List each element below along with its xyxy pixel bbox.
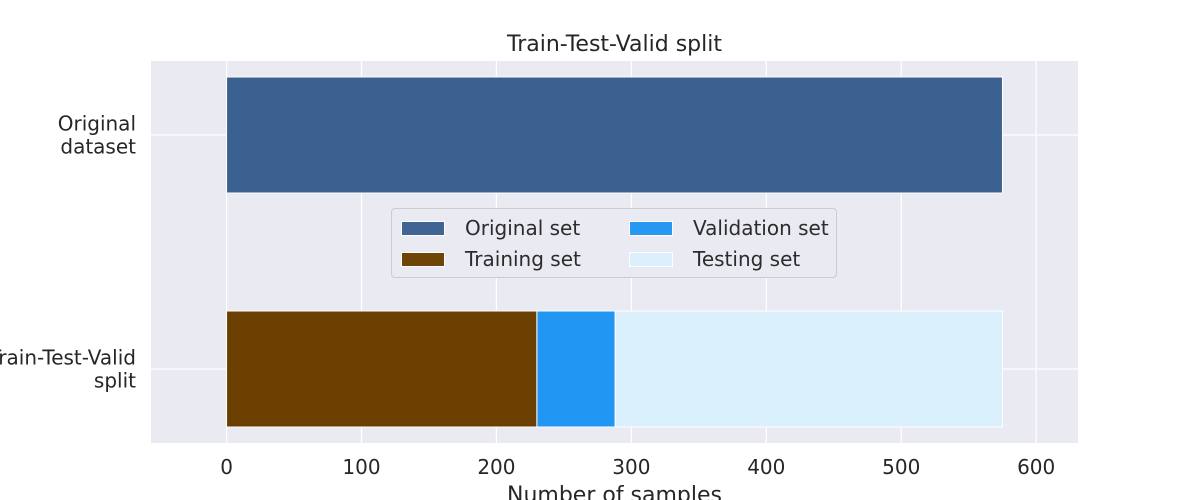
bars (226, 76, 1003, 428)
legend-item-validation: Validation set (629, 216, 829, 240)
legend-swatch-original (401, 220, 445, 236)
legend-label-testing: Testing set (693, 247, 801, 271)
chart-title: Train-Test-Valid split (506, 32, 722, 57)
legend-swatch-testing (629, 251, 673, 267)
bar-original-set (226, 76, 1003, 194)
legend-item-original: Original set (401, 216, 581, 240)
x-tick-label: 400 (747, 455, 785, 479)
bar-testing-set (614, 310, 1003, 428)
legend-item-testing: Testing set (629, 247, 801, 271)
y-tick-label: Train-Test-Valid split (0, 346, 136, 393)
legend-swatch-validation (629, 220, 673, 236)
x-tick-label: 100 (342, 455, 380, 479)
legend-label-training: Training set (465, 247, 581, 271)
x-ticks: 0 100 200 300 400 500 600 (220, 455, 1055, 479)
y-ticks: Original dataset Train-Test-Valid split (0, 112, 136, 393)
legend-label-original: Original set (465, 216, 581, 240)
legend: Original set Training set Validation set… (391, 208, 837, 278)
x-tick-label: 200 (477, 455, 515, 479)
x-tick-label: 300 (612, 455, 650, 479)
x-tick-label: 600 (1017, 455, 1055, 479)
x-axis-label: Number of samples (507, 483, 722, 500)
x-tick-label: 0 (220, 455, 233, 479)
legend-swatch-training (401, 251, 445, 267)
legend-item-training: Training set (401, 247, 581, 271)
y-tick-label: Original dataset (58, 112, 136, 159)
legend-label-validation: Validation set (693, 216, 829, 240)
bar-training-set (226, 310, 538, 428)
bar-validation-set (536, 310, 616, 428)
x-tick-label: 500 (882, 455, 920, 479)
